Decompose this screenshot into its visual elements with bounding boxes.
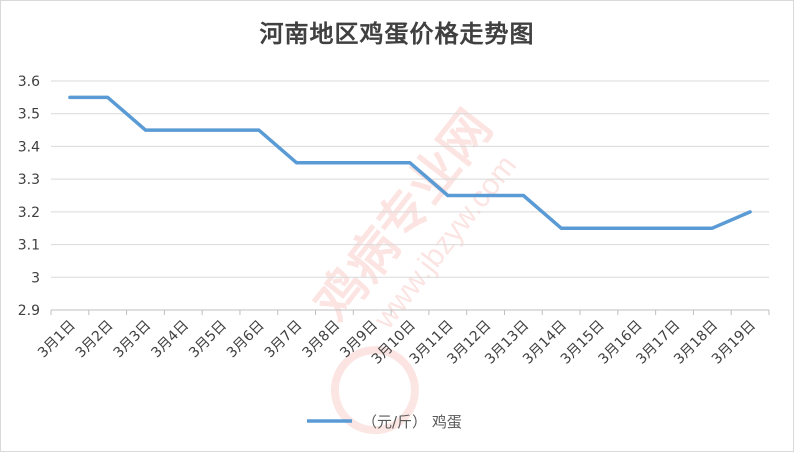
x-tick-label: 3月1日 bbox=[35, 318, 79, 362]
y-axis-ticks: 2.9 3 3.1 3.2 3.3 3.4 3.5 3.6 bbox=[18, 74, 40, 319]
y-tick-label: 3.5 bbox=[18, 107, 40, 123]
x-tick-label: 3月7日 bbox=[262, 318, 306, 362]
legend: （元/斤） 鸡蛋 bbox=[307, 413, 462, 431]
gridlines bbox=[51, 80, 769, 278]
legend-label: （元/斤） 鸡蛋 bbox=[362, 413, 462, 431]
x-tick-label: 3月8日 bbox=[300, 318, 344, 362]
x-tick-label: 3月3日 bbox=[111, 318, 155, 362]
x-tick-label: 3月4日 bbox=[148, 318, 192, 362]
y-tick-label: 3.2 bbox=[18, 205, 40, 221]
series-lines bbox=[68, 95, 752, 230]
x-tick-label: 3月2日 bbox=[73, 318, 117, 362]
y-tick-label: 3.4 bbox=[18, 139, 40, 155]
chart-title: 河南地区鸡蛋价格走势图 bbox=[259, 20, 535, 48]
x-axis bbox=[50, 309, 770, 315]
y-tick-label: 3.1 bbox=[18, 238, 40, 254]
y-tick-label: 3.3 bbox=[18, 172, 40, 188]
y-tick-label: 2.9 bbox=[18, 303, 40, 319]
x-tick-label: 3月5日 bbox=[186, 318, 230, 362]
series-line bbox=[68, 95, 752, 230]
x-tick-label: 3月6日 bbox=[224, 318, 268, 362]
y-tick-label: 3 bbox=[31, 270, 40, 286]
watermark-logo: 鸡病专业网 www.jbzyw.com bbox=[304, 100, 523, 435]
y-tick-label: 3.6 bbox=[18, 74, 40, 90]
